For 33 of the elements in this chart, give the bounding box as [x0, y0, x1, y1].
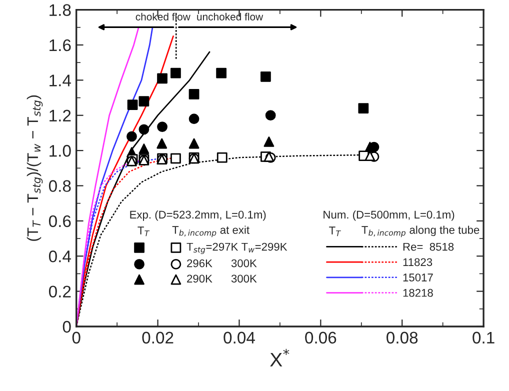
- y-tick-label: 1.6: [50, 39, 71, 52]
- annotation: Num. (D=500mm, L=0.1m): [324, 210, 454, 221]
- y-tick-label: 0.6: [48, 215, 71, 228]
- annotation: unchoked flow: [197, 12, 264, 20]
- x-tick-label: 0.08: [386, 332, 418, 344]
- legend-label: 290K 300K: [187, 274, 257, 283]
- x-axis-title: X$^{*}$: [270, 348, 290, 366]
- legend-label: 11823: [403, 258, 432, 266]
- y-tick-label: 0: [62, 320, 71, 333]
- legend-label: 296K 300K: [187, 259, 257, 268]
- y-tick-label: 1.8: [50, 4, 71, 16]
- y-tick-label: 0.2: [48, 286, 71, 298]
- x-tick-label: 0.1: [472, 332, 494, 344]
- y-tick-label: 0.8: [48, 180, 71, 192]
- y-tick-label: 0.4: [48, 250, 72, 262]
- legend-label: 15017: [403, 274, 433, 282]
- legend-label: 18218: [403, 288, 433, 297]
- x-tick-label: 0: [72, 332, 80, 344]
- annotation: T$_{T}$: [329, 226, 341, 236]
- annotation: choked flow: [136, 12, 190, 20]
- annotation: T$_{b,incomp}$ at exit: [172, 226, 250, 238]
- legend-label: Re= 8518: [403, 242, 454, 251]
- x-tick-label: 0.06: [305, 332, 336, 344]
- annotation: Exp. (D=523.2mm, L=0.1m): [130, 210, 266, 221]
- legend-label: T$_{stg}$=297K T$_{w}$=299K: [186, 242, 288, 254]
- x-tick-label: 0.04: [224, 332, 255, 344]
- y-tick-label: 1.0: [50, 144, 71, 157]
- annotation: T$_{T}$: [138, 226, 150, 236]
- x-tick-label: 0.02: [142, 332, 174, 344]
- text: (T$_{T}$ − T$_{stg}$)/(T$_{w}$ − T$_{stg}$): [26, 95, 43, 241]
- y-tick-label: 1.4: [50, 74, 72, 86]
- y-tick-label: 1.2: [50, 110, 71, 122]
- annotation: T$_{b,incomp}$ along the tube: [362, 226, 480, 238]
